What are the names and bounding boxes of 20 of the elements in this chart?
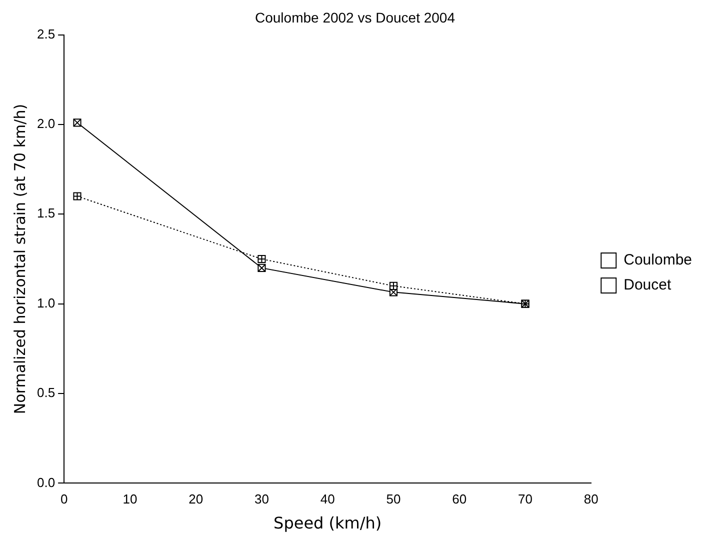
x-tick-label: 80 [584,492,598,507]
legend-label: Coulombe [624,252,692,269]
x-tick-label: 60 [452,492,467,507]
x-tick-label: 50 [386,492,401,507]
chart-title: Coulombe 2002 vs Doucet 2004 [254,9,456,26]
x-tick-label: 0 [60,492,68,507]
y-tick-label: 1.5 [36,206,56,221]
x-tick-label: 30 [254,492,269,507]
y-tick-label: 2.5 [36,26,56,42]
x-tick-label: 40 [320,492,335,507]
x-tick-label: 20 [188,492,204,507]
y-tick-label: 1.0 [36,295,56,310]
x-axis-title: Speed (km/h) [274,514,382,533]
y-tick-label: 0.5 [36,385,56,400]
legend-label: Doucet [624,276,672,294]
x-tick-label: 70 [518,492,532,507]
y-tick-label: 0.0 [36,474,56,490]
x-tick-label: 10 [122,492,138,507]
y-tick-label: 2.0 [36,116,56,132]
y-axis-title: Normalized horizontal strain (at 70 km/h) [10,104,29,414]
